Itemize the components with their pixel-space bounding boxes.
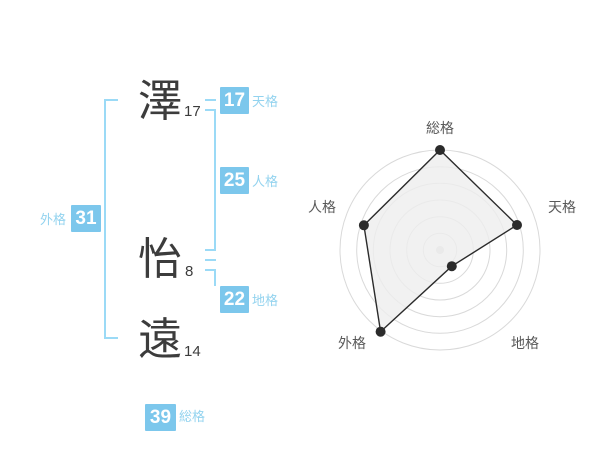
svg-text:総格: 総格	[426, 120, 454, 136]
svg-text:天格: 天格	[548, 199, 576, 215]
svg-text:地格: 地格	[511, 335, 539, 351]
svg-text:人格: 人格	[308, 199, 336, 215]
svg-text:外格: 外格	[338, 335, 366, 351]
